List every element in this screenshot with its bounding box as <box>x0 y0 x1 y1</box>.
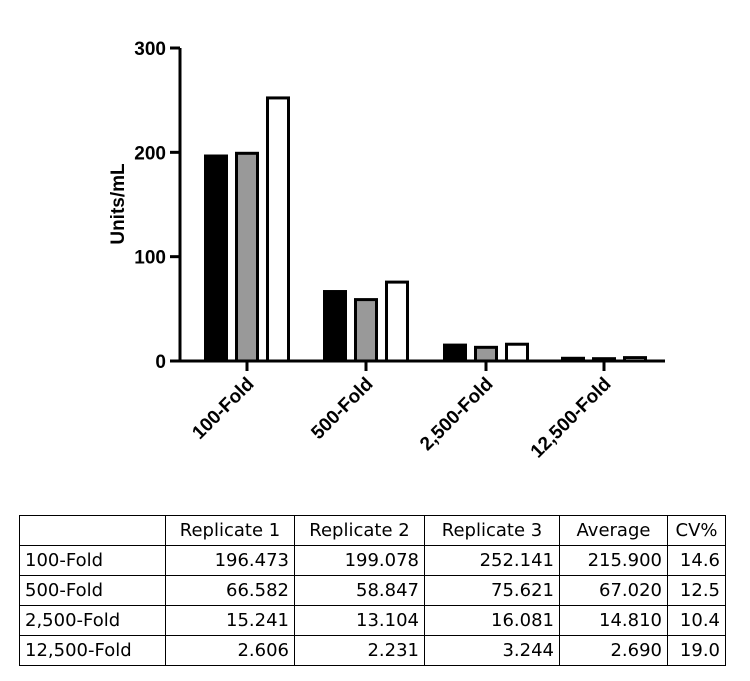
table-header-cell <box>19 515 166 546</box>
y-tick-label: 100 <box>134 248 166 269</box>
table-cell: 2.231 <box>294 635 425 666</box>
bar-chart: 0 100 200 300 100-Fold 500-Fold 2,500-Fold 12,5… <box>108 39 665 463</box>
table-cell: 75.621 <box>424 575 560 606</box>
y-tick-label: 300 <box>134 39 166 60</box>
table-row: 500-Fold 66.582 58.847 75.621 67.020 12.5 <box>19 575 726 606</box>
table-cell: 199.078 <box>294 545 425 576</box>
table-row: 100-Fold 196.473 199.078 252.141 215.900 14.6 <box>19 545 726 576</box>
table-cell: 196.473 <box>165 545 295 576</box>
table-cell: 2.690 <box>559 635 668 666</box>
bar <box>443 343 467 363</box>
table-cell: 58.847 <box>294 575 425 606</box>
bar <box>561 356 585 363</box>
y-tick-label: 0 <box>155 352 166 373</box>
table-header-cell: Replicate 2 <box>294 515 425 546</box>
table-cell: 15.241 <box>165 605 295 636</box>
bar <box>474 345 498 363</box>
bar <box>385 280 409 363</box>
y-tick-label: 200 <box>134 143 166 164</box>
table-row: 12,500-Fold 2.606 2.231 3.244 2.690 19.0 <box>19 635 726 666</box>
table-header-cell: Replicate 1 <box>165 515 295 546</box>
x-tick-label: 500-Fold <box>307 374 377 444</box>
table-header-cell: CV% <box>667 515 726 546</box>
table-header-row: Replicate 1 Replicate 2 Replicate 3 Average… <box>19 515 726 546</box>
bar <box>505 342 529 363</box>
row-label: 500-Fold <box>19 575 166 606</box>
table-header-cell: Average <box>559 515 668 546</box>
x-tick-label: 12,500-Fold <box>527 374 616 463</box>
table-cell: 13.104 <box>294 605 425 636</box>
bar <box>623 356 647 363</box>
bar <box>235 151 259 363</box>
table-cell: 66.582 <box>165 575 295 606</box>
bar <box>323 290 347 363</box>
row-label: 100-Fold <box>19 545 166 576</box>
bar <box>266 96 290 363</box>
table-cell: 10.4 <box>667 605 726 636</box>
table-header-cell: Replicate 3 <box>424 515 560 546</box>
bar <box>204 154 228 363</box>
table-cell: 19.0 <box>667 635 726 666</box>
data-table: Replicate 1 Replicate 2 Replicate 3 Average… <box>19 515 726 666</box>
table-cell: 14.6 <box>667 545 726 576</box>
table-cell: 14.810 <box>559 605 668 636</box>
table-cell: 252.141 <box>424 545 560 576</box>
bars <box>204 96 647 363</box>
table-cell: 16.081 <box>424 605 560 636</box>
y-axis-label: Units/mL <box>108 163 129 245</box>
bar <box>592 357 616 363</box>
x-tick-label: 100-Fold <box>188 374 258 444</box>
table-row: 2,500-Fold 15.241 13.104 16.081 14.810 10.4 <box>19 605 726 636</box>
table-cell: 12.5 <box>667 575 726 606</box>
row-label: 12,500-Fold <box>19 635 166 666</box>
table-cell: 67.020 <box>559 575 668 606</box>
table-body: 100-Fold 196.473 199.078 252.141 215.900 14.6… <box>19 545 726 666</box>
row-label: 2,500-Fold <box>19 605 166 636</box>
table-cell: 3.244 <box>424 635 560 666</box>
bar <box>354 298 378 363</box>
x-tick-label: 2,500-Fold <box>416 374 497 455</box>
table-cell: 2.606 <box>165 635 295 666</box>
table-cell: 215.900 <box>559 545 668 576</box>
